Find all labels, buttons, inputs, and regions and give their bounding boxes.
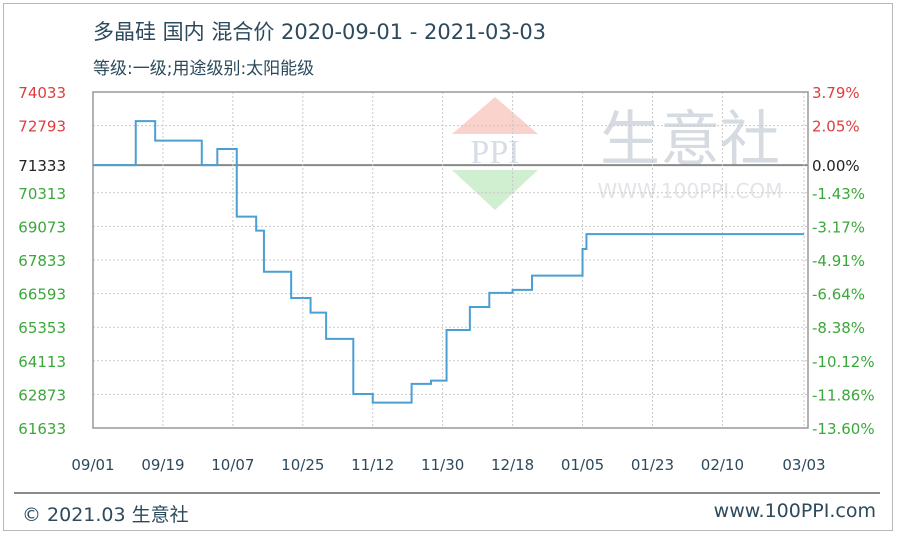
watermark: PPI 生意社 WWW.100PPI.COM	[452, 97, 782, 210]
chart-title: 多晶硅 国内 混合价 2020-09-01 - 2021-03-03	[93, 20, 547, 44]
watermark-up-arrow	[452, 97, 538, 134]
y2-tick-label: -1.43%	[812, 185, 865, 203]
watermark-down-arrow	[452, 170, 538, 210]
site-link[interactable]: www.100PPI.com	[713, 500, 876, 522]
y-tick-label: 62873	[18, 386, 66, 404]
plot-border	[92, 91, 809, 429]
y2-tick-label: -11.86%	[812, 386, 875, 404]
x-tick-label: 11/12	[351, 456, 394, 474]
y2-tick-label: -13.60%	[812, 420, 875, 438]
y-tick-label: 74033	[18, 84, 66, 102]
chart-subtitle: 等级:一级;用途级别:太阳能级	[93, 59, 315, 79]
y-tick-label: 70313	[18, 185, 66, 203]
y2-tick-label: -4.91%	[812, 252, 865, 270]
x-tick-label: 09/19	[141, 456, 184, 474]
y2-tick-label: -10.12%	[812, 353, 875, 371]
y-tick-label: 61633	[18, 420, 66, 438]
x-tick-label: 01/05	[561, 456, 604, 474]
y2-tick-label: 0.00%	[812, 157, 860, 175]
x-tick-label: 01/23	[631, 456, 674, 474]
footer-divider	[14, 492, 880, 494]
y2-tick-label: 2.05%	[812, 118, 860, 136]
x-tick-label: 09/01	[71, 456, 114, 474]
copyright-text: © 2021.03 生意社	[22, 504, 189, 526]
watermark-text: 生意社	[600, 105, 780, 175]
y-tick-label: 71333	[18, 157, 66, 175]
x-tick-label: 12/18	[491, 456, 534, 474]
y-tick-label: 66593	[18, 286, 66, 304]
chart-frame	[3, 3, 893, 531]
x-tick-label: 10/07	[211, 456, 254, 474]
y2-tick-label: 3.79%	[812, 84, 860, 102]
x-tick-label: 11/30	[421, 456, 464, 474]
y-tick-label: 69073	[18, 218, 66, 236]
y-tick-label: 72793	[18, 118, 66, 136]
y-tick-label: 64113	[18, 353, 66, 371]
y2-tick-label: -6.64%	[812, 286, 865, 304]
y2-tick-label: -3.17%	[812, 218, 865, 236]
price-line	[93, 120, 804, 404]
x-tick-label: 03/03	[782, 456, 825, 474]
x-tick-label: 10/25	[281, 456, 324, 474]
y-tick-label: 67833	[18, 252, 66, 270]
watermark-url: WWW.100PPI.COM	[598, 179, 783, 203]
x-tick-label: 02/10	[701, 456, 744, 474]
y2-tick-label: -8.38%	[812, 319, 865, 337]
y-tick-label: 65353	[18, 319, 66, 337]
